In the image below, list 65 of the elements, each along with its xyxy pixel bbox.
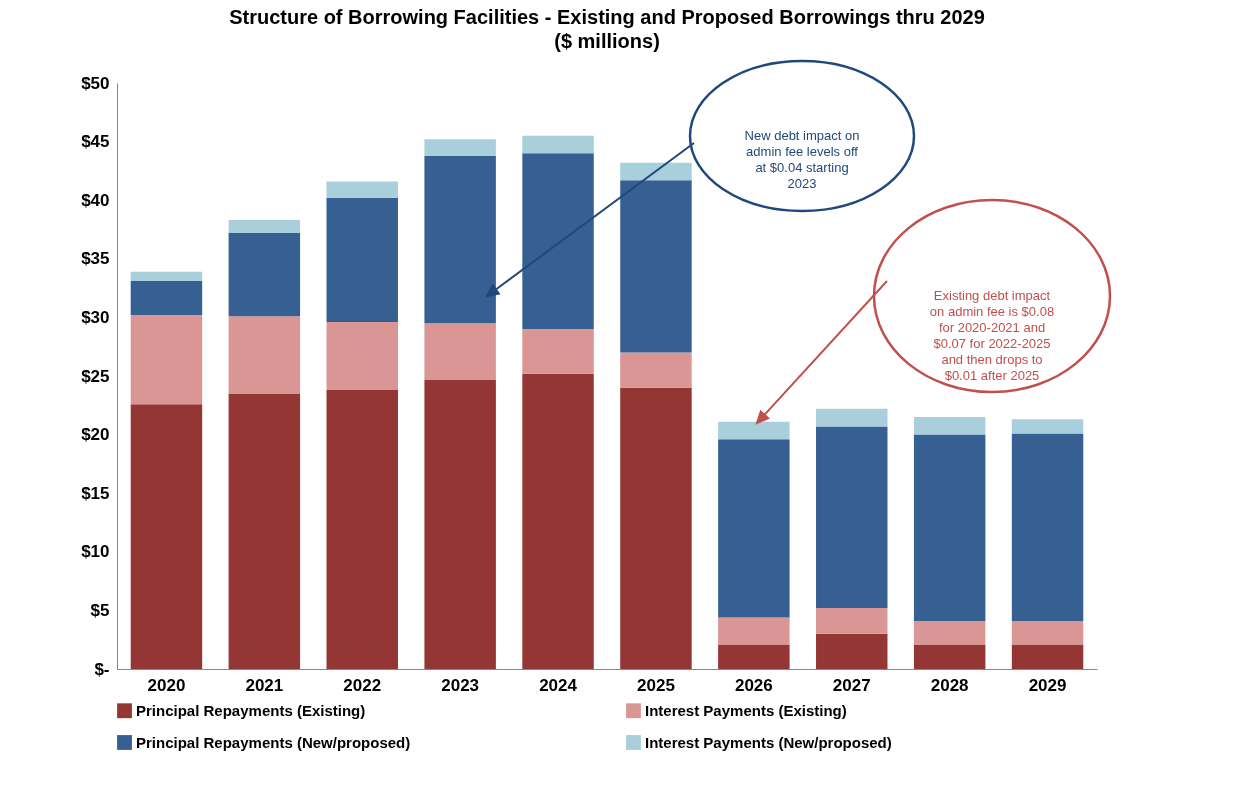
bar bbox=[1011, 419, 1084, 434]
y-tick-label: $25 bbox=[81, 366, 110, 386]
x-tick-label: 2021 bbox=[245, 675, 284, 695]
chart-title: Structure of Borrowing Facilities - Existing and Proposed Borrowings thru 2029 bbox=[229, 6, 985, 28]
y-tick-label: $45 bbox=[81, 132, 110, 152]
x-tick-label: 2027 bbox=[832, 675, 871, 695]
bar bbox=[130, 404, 203, 669]
legend-label: Interest Payments (New/proposed) bbox=[645, 733, 892, 751]
bar bbox=[1011, 644, 1084, 669]
bar bbox=[326, 322, 398, 391]
x-tick-label: 2025 bbox=[637, 675, 675, 695]
bar bbox=[424, 379, 496, 669]
bar bbox=[522, 373, 594, 669]
bar bbox=[522, 135, 594, 154]
bar bbox=[228, 393, 301, 669]
y-tick-label: $20 bbox=[81, 425, 110, 445]
bar bbox=[130, 315, 203, 405]
bar bbox=[718, 439, 790, 618]
x-tick-label: 2024 bbox=[539, 675, 578, 695]
y-tick-label: $40 bbox=[81, 190, 110, 210]
legend-label: Interest Payments (Existing) bbox=[645, 701, 847, 719]
bar bbox=[228, 233, 301, 317]
legend-label: Principal Repayments (Existing) bbox=[136, 701, 366, 719]
bar bbox=[1011, 433, 1084, 621]
bar bbox=[130, 281, 203, 316]
bar bbox=[913, 620, 986, 645]
y-tick-label: $10 bbox=[81, 542, 110, 562]
bar bbox=[326, 197, 398, 323]
bar bbox=[816, 608, 888, 634]
x-tick-label: 2022 bbox=[343, 675, 382, 695]
bar bbox=[816, 408, 888, 427]
annotation: Existing debt impact on admin fee is $0.08 for 2020-2021 and $0.07 for 2022-2025 and then drops to $0.01 after 2025 bbox=[929, 288, 1055, 383]
x-tick-label: 2028 bbox=[930, 675, 969, 695]
bar bbox=[913, 417, 986, 435]
bar bbox=[326, 390, 398, 669]
bar bbox=[718, 644, 790, 669]
bar bbox=[130, 271, 203, 282]
bar bbox=[326, 181, 398, 198]
bar bbox=[522, 329, 594, 374]
bar bbox=[718, 617, 790, 645]
y-tick-label: $- bbox=[94, 659, 110, 679]
bar bbox=[424, 139, 496, 156]
chart-subtitle: ($ millions) bbox=[554, 30, 660, 52]
bar bbox=[620, 162, 692, 181]
x-tick-label: 2026 bbox=[734, 675, 773, 695]
bar bbox=[620, 352, 692, 388]
legend-label: Principal Repayments (New/proposed) bbox=[136, 733, 411, 751]
bar bbox=[913, 434, 986, 621]
x-tick-label: 2029 bbox=[1028, 675, 1067, 695]
bar bbox=[620, 387, 692, 669]
y-tick-label: $15 bbox=[81, 483, 110, 503]
bar bbox=[718, 421, 790, 440]
bar bbox=[1011, 620, 1084, 645]
bar bbox=[816, 633, 888, 669]
bar bbox=[424, 323, 496, 380]
y-tick-label: $35 bbox=[81, 249, 110, 269]
bar bbox=[228, 316, 301, 394]
bar bbox=[913, 644, 986, 669]
bar bbox=[228, 220, 301, 234]
y-tick-label: $50 bbox=[81, 73, 110, 93]
annotation: New debt impact on admin fee levels off at $0.04 starting 2023 bbox=[744, 128, 860, 191]
y-tick-label: $5 bbox=[90, 600, 110, 620]
x-tick-label: 2023 bbox=[441, 675, 480, 695]
y-tick-label: $30 bbox=[81, 307, 110, 327]
x-tick-label: 2020 bbox=[147, 675, 186, 695]
